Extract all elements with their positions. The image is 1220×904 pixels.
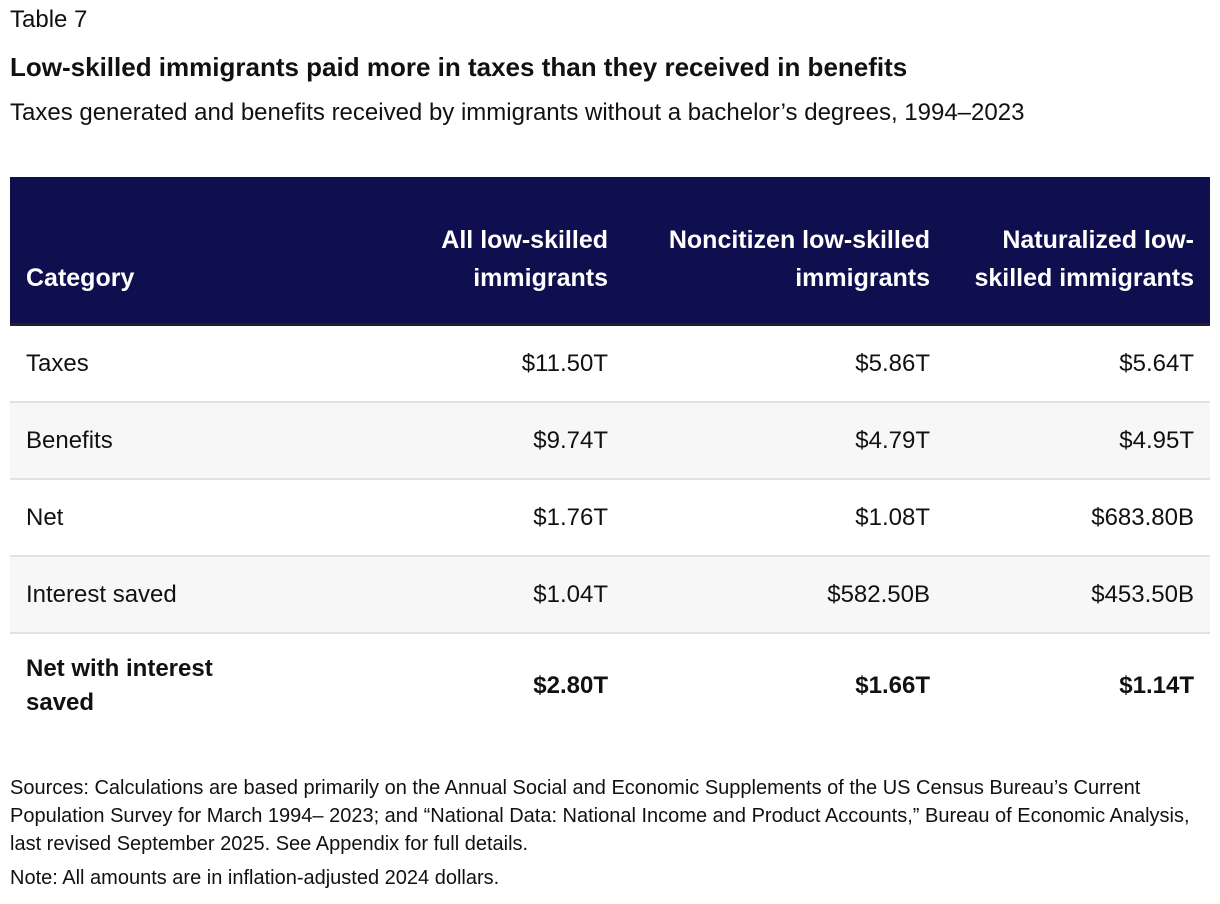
table-cell: $1.04T — [292, 556, 624, 634]
table-row: Interest saved $1.04T $582.50B $453.50B — [10, 556, 1210, 634]
table-cell: $2.80T — [533, 672, 608, 699]
note-text: Note: All amounts are in inflation-adjus… — [10, 867, 500, 889]
table-title: Low-skilled immigrants paid more in taxe… — [10, 52, 908, 82]
table-row: Net $1.76T $1.08T $683.80B — [10, 479, 1210, 557]
table-row: Taxes $11.50T $5.86T $5.64T — [10, 324, 1210, 403]
table-cell: $5.64T — [946, 324, 1210, 403]
table-cell: $582.50B — [624, 556, 946, 634]
column-header-category: Category — [10, 177, 292, 326]
footnotes: Sources: Calculations are based primaril… — [10, 774, 1200, 892]
table-cell: $1.14T — [1119, 672, 1194, 699]
table-cell: $4.95T — [946, 402, 1210, 480]
table-cell: $453.50B — [946, 556, 1210, 634]
row-label: Net — [10, 479, 292, 557]
sources-text: Sources: Calculations are based primaril… — [10, 777, 1190, 855]
row-label: Benefits — [10, 402, 292, 480]
column-header-all: All low-skilled immigrants — [292, 177, 624, 326]
column-header-naturalized: Naturalized low-skilled immigrants — [946, 177, 1210, 326]
table-cell: $5.86T — [624, 324, 946, 403]
table-cell: $4.79T — [624, 402, 946, 480]
table-cell: $11.50T — [292, 324, 624, 403]
table-cell: $1.08T — [624, 479, 946, 557]
data-table: Category All low-skilled immigrants Nonc… — [10, 177, 1210, 738]
row-label: Net with interest saved — [26, 655, 213, 716]
header-row: Category All low-skilled immigrants Nonc… — [10, 177, 1210, 326]
row-label: Interest saved — [10, 556, 292, 634]
table-cell: $1.66T — [855, 672, 930, 699]
row-label: Taxes — [10, 324, 292, 403]
table-cell: $1.76T — [292, 479, 624, 557]
column-header-noncitizen: Noncitizen low-skilled immigrants — [624, 177, 946, 326]
table-cell: $9.74T — [292, 402, 624, 480]
table-row: Benefits $9.74T $4.79T $4.95T — [10, 402, 1210, 480]
table-row: Net with interest saved $2.80T $1.66T $1.14… — [10, 633, 1210, 738]
table-subtitle: Taxes generated and benefits received by… — [10, 99, 1025, 126]
table-label: Table 7 — [10, 6, 88, 33]
table-cell: $683.80B — [946, 479, 1210, 557]
